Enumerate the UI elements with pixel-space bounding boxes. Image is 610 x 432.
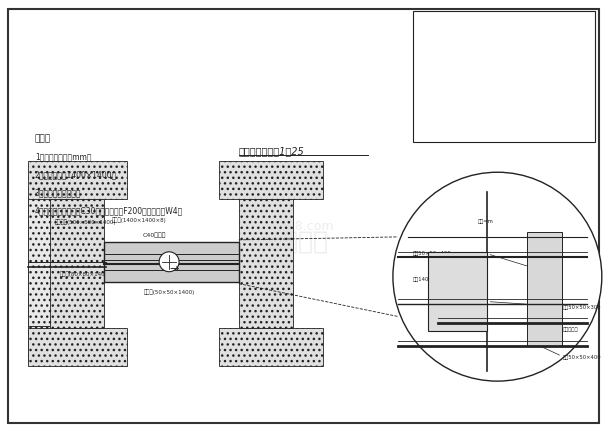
Text: 说明：: 说明： (35, 134, 51, 143)
Text: 钢板50×50×400: 钢板50×50×400 (563, 355, 601, 360)
Text: 2、闸门尺寸为1400×1400；: 2、闸门尺寸为1400×1400； (35, 170, 117, 179)
Circle shape (159, 252, 179, 272)
Bar (28, 161, 127, 199)
Bar (219, 328, 323, 366)
Text: 橡皮密封条: 橡皮密封条 (563, 327, 579, 332)
Text: 角钢50×50×300: 角钢50×50×300 (563, 305, 601, 310)
Bar (428, 252, 487, 331)
Text: 描图: 描图 (417, 130, 425, 137)
Text: 核定: 核定 (417, 36, 425, 42)
Text: 制图: 制图 (417, 111, 425, 118)
Text: 金角钢(50×50×1400): 金角钢(50×50×1400) (143, 289, 195, 295)
Bar (239, 199, 293, 328)
Bar (28, 237, 88, 327)
Text: 中隔板(1400×1400×8): 中隔板(1400×1400×8) (112, 217, 167, 222)
Text: C40混凝土: C40混凝土 (142, 232, 166, 238)
Text: 见图: 见图 (502, 130, 511, 137)
Text: 覆 盖 模板: 覆 盖 模板 (567, 35, 590, 44)
Bar (527, 232, 562, 346)
Text: 底坎=m: 底坎=m (478, 219, 493, 225)
Text: 3、闸门材质为钢材。: 3、闸门材质为钢材。 (35, 188, 81, 197)
Text: 8b188.com: 8b188.com (263, 220, 334, 233)
Bar (219, 161, 323, 199)
Text: 比例: 比例 (448, 130, 456, 137)
Text: 闸门平面设计图1：25: 闸门平面设计图1：25 (239, 146, 304, 156)
Text: 图号: 图号 (448, 111, 456, 118)
Text: 钢板1400×1400×300: 钢板1400×1400×300 (413, 277, 465, 282)
Text: 4、图中混凝尺标号为C30，抚面等级为F200，抗滲等级W4。: 4、图中混凝尺标号为C30，抚面等级为F200，抗滲等级W4。 (35, 206, 183, 215)
Text: 止角钢(80×80×1400): 止角钢(80×80×1400) (60, 272, 111, 277)
Text: 进水闸闸门设计图(1/2): 进水闸闸门设计图(1/2) (497, 72, 552, 81)
Bar (28, 197, 88, 237)
Text: 设计: 设计 (417, 92, 425, 99)
Text: 钢板50×50×400: 钢板50×50×400 (413, 251, 451, 256)
Circle shape (393, 172, 602, 381)
Text: 日期: 日期 (557, 130, 565, 137)
Text: 水 工 部分: 水 工 部分 (567, 16, 590, 25)
Bar (28, 327, 88, 361)
Text: 止水橡皮(500×500×1400): 止水橡皮(500×500×1400) (55, 219, 117, 225)
Bar (104, 242, 239, 282)
Text: 校对: 校对 (417, 73, 425, 80)
Bar (28, 328, 127, 366)
Bar (413, 11, 595, 143)
Text: 批准: 批准 (417, 17, 425, 24)
Text: 1、图中单位均为mm；: 1、图中单位均为mm； (35, 152, 92, 161)
Text: →: → (170, 264, 179, 274)
Text: 土木在线: 土木在线 (268, 230, 328, 254)
Text: 审查: 审查 (417, 55, 425, 61)
Bar (28, 197, 88, 327)
Bar (50, 199, 104, 328)
